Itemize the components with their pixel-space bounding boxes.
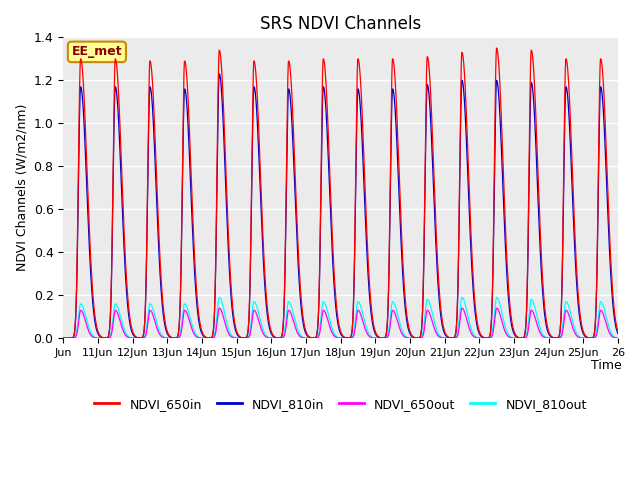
NDVI_650in [397,229,405,235]
NDVI_650out [60,336,67,341]
NDVI_650in [493,45,500,51]
NDVI_810out [79,303,86,309]
X-axis label: Time: Time [591,359,622,372]
NDVI_650out [79,310,86,315]
NDVI_650in [483,335,490,341]
NDVI_810in [483,335,490,341]
NDVI_650out [614,336,622,341]
NDVI_810in [320,86,328,92]
Line: NDVI_650out: NDVI_650out [63,308,618,338]
NDVI_810in [383,330,390,336]
Title: SRS NDVI Channels: SRS NDVI Channels [260,15,421,33]
Legend: NDVI_650in, NDVI_810in, NDVI_650out, NDVI_810out: NDVI_650in, NDVI_810in, NDVI_650out, NDV… [90,393,592,416]
NDVI_810out [273,336,280,341]
NDVI_810in [397,250,405,256]
NDVI_810in [273,335,280,341]
Line: NDVI_810out: NDVI_810out [63,298,618,338]
NDVI_650out [273,336,280,341]
NDVI_650in [614,328,622,334]
NDVI_810in [614,331,622,336]
NDVI_810out [60,336,67,341]
Line: NDVI_650in: NDVI_650in [63,48,618,338]
NDVI_810out [383,335,390,340]
NDVI_810in [216,71,223,77]
NDVI_650out [383,335,390,341]
NDVI_650in [79,69,86,75]
NDVI_650in [383,330,390,336]
Y-axis label: NDVI Channels (W/m2/nm): NDVI Channels (W/m2/nm) [15,104,28,272]
NDVI_810out [397,326,405,332]
NDVI_650in [320,58,328,64]
NDVI_650out [216,305,223,311]
NDVI_810out [614,335,622,341]
NDVI_650out [483,336,490,341]
Text: EE_met: EE_met [72,46,122,59]
NDVI_810out [216,295,223,300]
NDVI_810out [483,336,490,341]
NDVI_650out [320,308,328,313]
NDVI_810out [320,299,328,305]
NDVI_810in [79,96,86,102]
NDVI_650in [273,335,280,340]
NDVI_650out [397,330,405,336]
NDVI_650in [60,336,67,341]
Line: NDVI_810in: NDVI_810in [63,74,618,338]
NDVI_810in [60,336,67,341]
